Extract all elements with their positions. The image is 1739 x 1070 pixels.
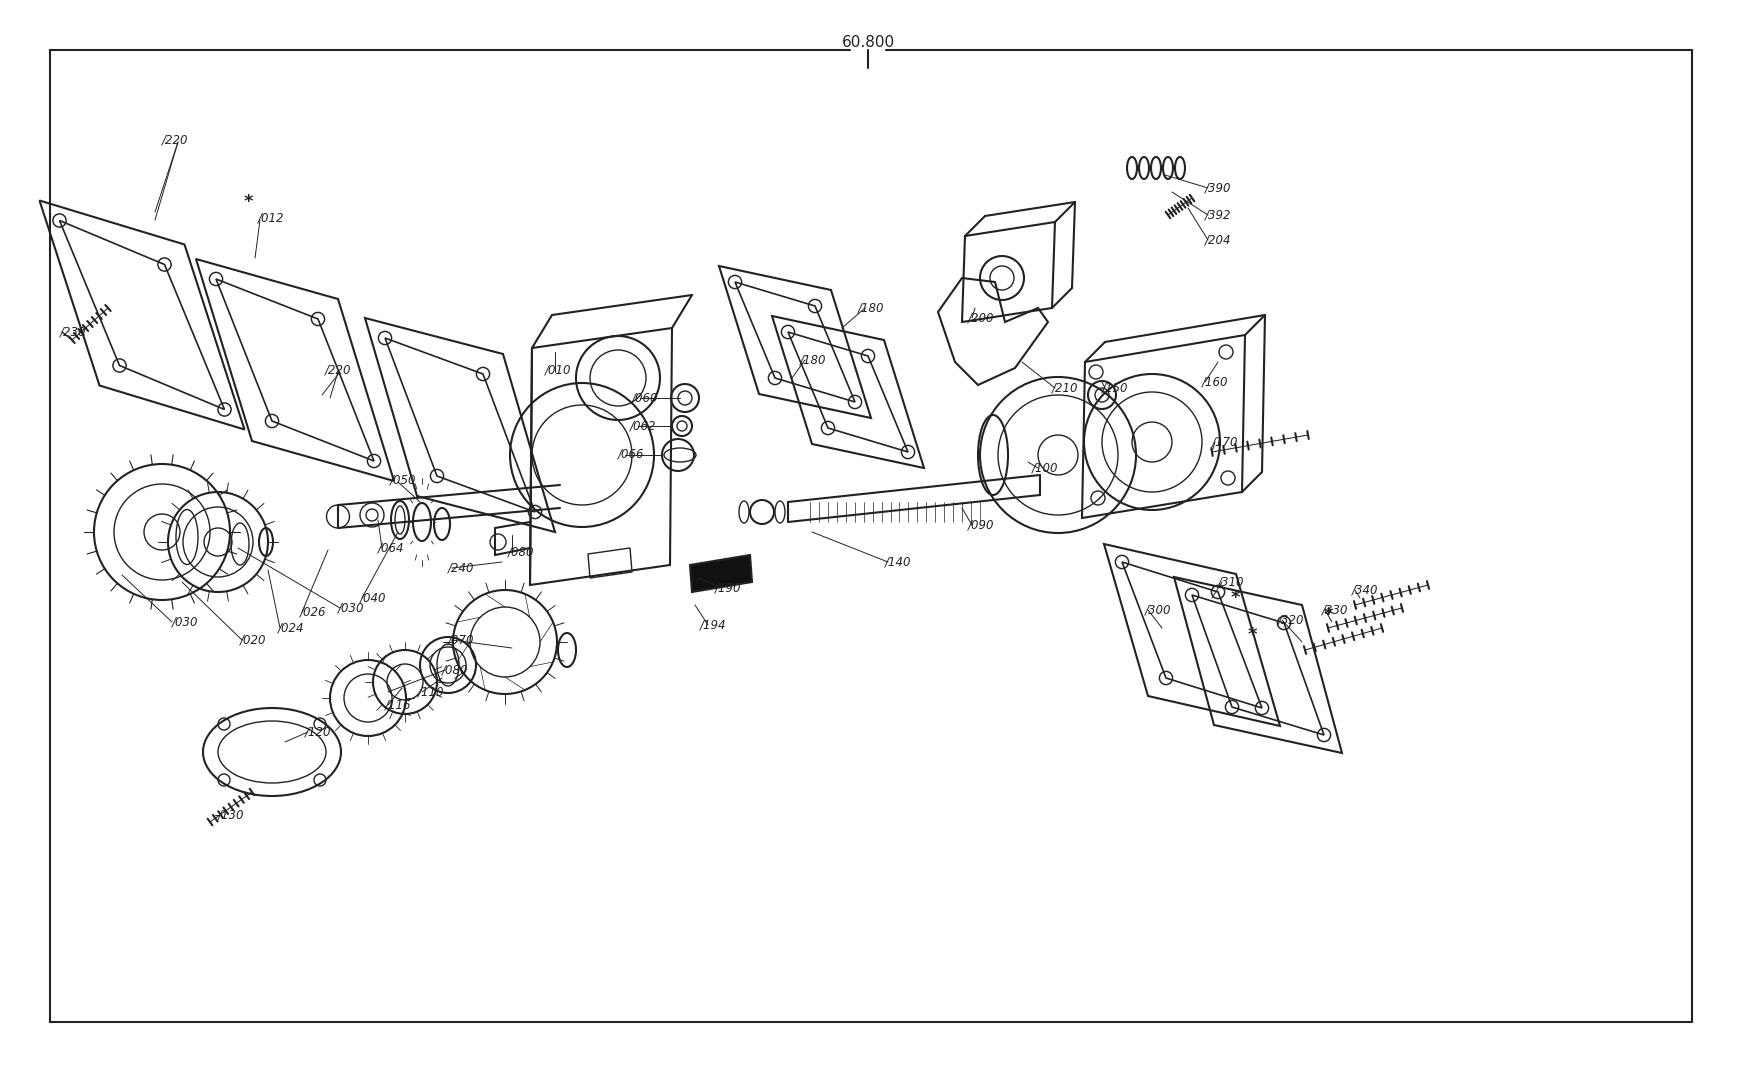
Text: /090: /090	[967, 519, 995, 532]
Text: /030: /030	[337, 601, 363, 614]
Text: /180: /180	[857, 302, 883, 315]
Text: *: *	[1247, 626, 1256, 644]
Text: /100: /100	[1031, 461, 1057, 474]
Text: /130: /130	[217, 809, 245, 822]
Text: /204: /204	[1205, 233, 1231, 246]
Text: *: *	[1229, 588, 1240, 607]
Text: /300: /300	[1144, 603, 1170, 616]
Text: /080: /080	[508, 546, 534, 559]
Text: /010: /010	[544, 364, 570, 377]
Text: /160: /160	[1202, 376, 1228, 388]
Text: /340: /340	[1351, 583, 1377, 596]
Text: /220: /220	[162, 134, 188, 147]
Text: /194: /194	[699, 618, 727, 631]
Text: /150: /150	[1101, 382, 1129, 395]
Text: /230: /230	[59, 325, 87, 338]
Text: /330: /330	[1322, 603, 1348, 616]
Text: /060: /060	[631, 392, 657, 404]
Text: /116: /116	[384, 699, 410, 712]
Text: /026: /026	[299, 606, 327, 618]
Text: /062: /062	[630, 419, 656, 432]
Polygon shape	[690, 555, 751, 592]
Text: /310: /310	[1217, 576, 1243, 589]
Text: /110: /110	[417, 686, 443, 699]
Text: /080: /080	[442, 663, 468, 676]
Text: /180: /180	[800, 353, 826, 367]
Text: /200: /200	[967, 311, 995, 324]
Text: /040: /040	[360, 592, 386, 605]
Text: /030: /030	[172, 615, 198, 628]
Text: /024: /024	[278, 622, 304, 635]
Text: /064: /064	[377, 541, 403, 554]
Text: 60.800: 60.800	[842, 34, 894, 49]
Text: /240: /240	[447, 562, 475, 575]
Text: /070: /070	[447, 633, 475, 646]
Text: /320: /320	[1276, 613, 1304, 627]
Text: /120: /120	[304, 725, 332, 738]
Text: /066: /066	[617, 447, 643, 460]
Text: /220: /220	[325, 364, 351, 377]
Text: /190: /190	[715, 581, 741, 595]
Text: /210: /210	[1052, 382, 1078, 395]
Text: /392: /392	[1205, 209, 1231, 221]
Text: *: *	[243, 193, 252, 211]
Text: /140: /140	[885, 555, 911, 568]
Text: /170: /170	[1212, 435, 1238, 448]
Text: /390: /390	[1205, 182, 1231, 195]
Text: /012: /012	[257, 212, 285, 225]
Text: /050: /050	[390, 474, 416, 487]
Text: /020: /020	[240, 633, 266, 646]
Text: *: *	[1322, 606, 1332, 624]
